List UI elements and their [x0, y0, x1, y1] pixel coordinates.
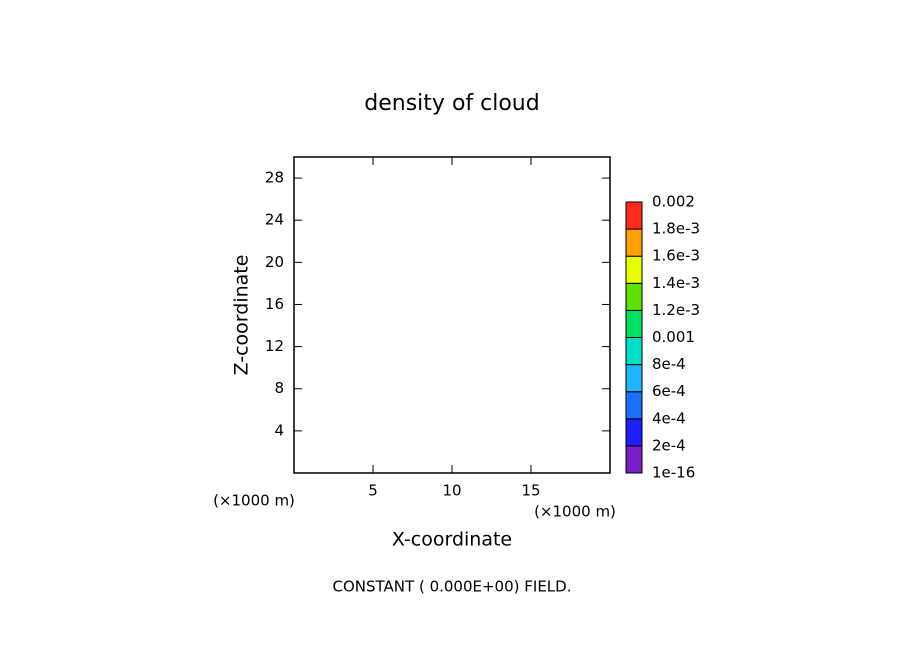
footer: CONSTANT ( 0.000E+00) FIELD. [333, 578, 572, 596]
y-tick-label: 4 [274, 421, 284, 439]
x-unit-label: (×1000 m) [534, 503, 616, 521]
colorbar-segment [625, 391, 643, 420]
colorbar-label: 1e-16 [652, 464, 695, 482]
y-tick-label: 28 [265, 169, 284, 187]
colorbar-label: 1.2e-3 [652, 301, 700, 319]
colorbar-segment [625, 445, 643, 474]
colorbar-label: 1.8e-3 [652, 220, 700, 238]
chart-title: density of cloud [364, 91, 539, 116]
colorbar-label: 6e-4 [652, 382, 686, 400]
colorbar-label: 0.002 [652, 193, 695, 211]
colorbar-label: 1.6e-3 [652, 247, 700, 265]
y-tick-label: 24 [265, 211, 284, 229]
colorbar-label: 2e-4 [652, 436, 686, 454]
plot-frame [293, 156, 611, 474]
x-tick-label: 5 [368, 482, 378, 500]
y-tick-label: 8 [274, 379, 284, 397]
colorbar-segment [625, 364, 643, 393]
colorbar-label: 4e-4 [652, 409, 686, 427]
colorbar-label: 8e-4 [652, 355, 686, 373]
y-axis-label: Z-coordinate [231, 255, 253, 376]
x-axis-label: X-coordinate [392, 529, 512, 551]
colorbar-segment [625, 255, 643, 284]
colorbar-label: 0.001 [652, 328, 695, 346]
x-tick-label: 10 [442, 482, 461, 500]
colorbar-segment [625, 282, 643, 311]
colorbar-segment [625, 309, 643, 338]
colorbar-segment [625, 418, 643, 447]
y-unit-label: (×1000 m) [213, 492, 295, 510]
y-tick-label: 12 [265, 337, 284, 355]
y-tick-label: 16 [265, 295, 284, 313]
colorbar-segment [625, 228, 643, 257]
colorbar-label: 1.4e-3 [652, 274, 700, 292]
colorbar-segment [625, 337, 643, 366]
colorbar-segment [625, 201, 643, 230]
y-tick-label: 20 [265, 253, 284, 271]
x-tick-label: 15 [521, 482, 540, 500]
